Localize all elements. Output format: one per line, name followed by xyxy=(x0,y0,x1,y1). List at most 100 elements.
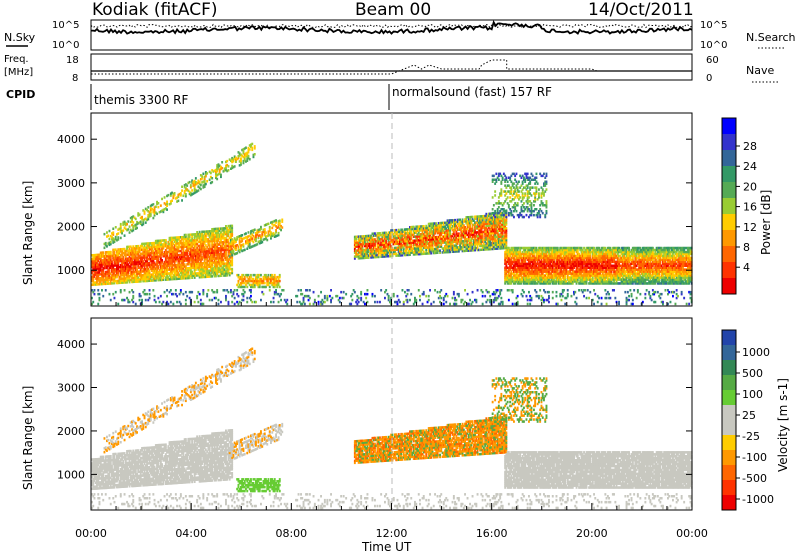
power-cell xyxy=(162,210,165,214)
power-cell xyxy=(198,240,201,244)
power-cell xyxy=(173,275,176,279)
power-cell xyxy=(141,262,143,265)
power-cell xyxy=(414,251,416,254)
power-cell xyxy=(123,275,126,278)
power-cell xyxy=(163,250,166,254)
power-cell xyxy=(241,281,244,285)
power-cell xyxy=(400,244,403,247)
power-cell xyxy=(227,169,230,172)
power-cell xyxy=(123,249,126,253)
power-cell xyxy=(127,273,130,276)
power-cell xyxy=(390,241,393,244)
power-cell xyxy=(143,244,146,247)
power-cell xyxy=(151,259,153,263)
power-cell xyxy=(385,233,388,236)
power-cell xyxy=(390,248,393,252)
power-cell xyxy=(387,247,390,250)
power-cell xyxy=(412,239,415,242)
power-cell xyxy=(161,243,163,246)
power-cell xyxy=(148,257,151,261)
power-cell xyxy=(356,235,359,238)
power-cell xyxy=(97,265,100,268)
power-cell xyxy=(270,275,272,279)
power-cell xyxy=(173,238,176,241)
power-cell xyxy=(419,252,421,256)
power-cell xyxy=(191,276,194,279)
power-cell xyxy=(112,256,115,259)
power-cell xyxy=(223,268,226,271)
power-cell xyxy=(209,273,212,276)
power-cell xyxy=(260,277,262,281)
power-cell xyxy=(143,272,146,275)
power-cell xyxy=(276,226,279,229)
power-cell xyxy=(231,261,234,265)
power-cell xyxy=(376,240,379,243)
power-cell xyxy=(203,240,206,243)
power-cell xyxy=(417,233,420,236)
power-cell xyxy=(93,253,96,257)
power-cell xyxy=(152,209,155,212)
power-cell xyxy=(169,260,172,263)
power-cell xyxy=(113,270,116,273)
power-cell xyxy=(96,253,98,257)
power-cell xyxy=(277,279,280,283)
power-cell xyxy=(411,233,414,237)
power-cell xyxy=(271,273,274,277)
power-cell xyxy=(213,271,216,274)
power-cell xyxy=(137,212,140,215)
power-cell xyxy=(358,251,361,254)
power-cell xyxy=(212,249,215,252)
power-cell xyxy=(276,279,279,283)
power-cell xyxy=(357,239,360,242)
power-cell xyxy=(129,274,132,278)
power-cell xyxy=(216,229,219,233)
power-cell xyxy=(156,241,158,245)
power-cell xyxy=(251,148,254,152)
power-cell xyxy=(396,236,399,240)
power-cell xyxy=(209,261,212,264)
power-cell xyxy=(173,269,176,273)
power-cell xyxy=(172,248,175,251)
power-cell xyxy=(223,244,226,248)
power-cell xyxy=(199,248,202,251)
power-cell xyxy=(272,234,275,237)
power-cell xyxy=(158,251,161,254)
power-cell xyxy=(216,257,219,260)
power-cell xyxy=(174,277,177,281)
power-cell xyxy=(176,263,178,267)
cpid-mode-2: normalsound (fast) 157 RF xyxy=(392,85,552,99)
power-cell xyxy=(215,231,217,235)
power-cell xyxy=(419,242,421,246)
power-cell xyxy=(266,234,269,238)
power-cell xyxy=(267,222,270,225)
power-cell xyxy=(124,227,127,231)
power-cell xyxy=(216,247,219,250)
power-cell xyxy=(193,254,196,258)
power-cell xyxy=(187,241,190,244)
power-cell xyxy=(187,249,190,252)
power-cell xyxy=(227,258,230,261)
power-cell xyxy=(220,262,222,266)
power-cell xyxy=(152,241,155,245)
power-cell xyxy=(168,264,171,267)
power-cell xyxy=(126,223,128,226)
power-cell xyxy=(203,175,206,179)
power-cell xyxy=(381,239,384,243)
power-cell xyxy=(159,265,162,268)
power-cell xyxy=(103,266,106,270)
power-cell xyxy=(169,246,172,250)
power-cell xyxy=(361,239,364,242)
power-cell xyxy=(217,253,220,256)
power-cell xyxy=(172,270,175,273)
power-cell xyxy=(112,264,115,267)
power-cell xyxy=(204,172,207,176)
power-cell xyxy=(124,223,127,227)
power-cell xyxy=(364,250,366,254)
power-cell xyxy=(148,265,151,269)
power-cell xyxy=(402,234,405,237)
power-cell xyxy=(230,236,232,239)
power-cell xyxy=(141,248,143,252)
power-cell xyxy=(385,237,388,240)
power-cell xyxy=(121,259,123,263)
power-cell xyxy=(147,210,150,213)
